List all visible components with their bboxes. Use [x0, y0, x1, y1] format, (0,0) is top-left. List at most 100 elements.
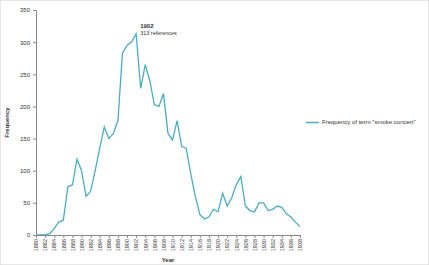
x-tick-mark: [200, 235, 201, 238]
x-tick: 1930: [261, 235, 267, 251]
y-tick-mark: [33, 235, 36, 236]
x-tick-label: 1902: [133, 239, 139, 251]
y-tick-label: 300: [20, 40, 31, 46]
x-tick-label: 1926: [243, 239, 249, 251]
x-tick-label: 1904: [143, 239, 149, 251]
legend-label: Frequency of term "smoke concert": [322, 119, 416, 125]
y-tick: 250: [20, 72, 36, 78]
x-tick: 1922: [224, 235, 230, 251]
y-tick-mark: [33, 203, 36, 204]
x-tick: 1894: [97, 235, 103, 251]
y-tick: 200: [20, 104, 36, 110]
x-tick-label: 1906: [152, 239, 158, 251]
x-tick-label: 1888: [70, 239, 76, 251]
x-tick-label: 1912: [179, 239, 185, 251]
x-tick: 1926: [243, 235, 249, 251]
x-tick-label: 1924: [234, 239, 240, 251]
y-tick-label: 50: [23, 200, 30, 206]
x-tick: 1888: [70, 235, 76, 251]
x-tick: 1882: [42, 235, 48, 251]
x-tick-mark: [209, 235, 210, 238]
x-tick-label: 1890: [79, 239, 85, 251]
x-tick: 1914: [188, 235, 194, 251]
x-tick: 1936: [288, 235, 294, 251]
x-tick-mark: [245, 235, 246, 238]
annotation-title: 1902: [140, 23, 154, 29]
x-tick-label: 1938: [297, 239, 303, 251]
y-axis: 0 50 100 150 200 250 300 350: [20, 7, 37, 238]
y-tick: 150: [20, 136, 36, 142]
x-tick-mark: [191, 235, 192, 238]
y-tick-mark: [33, 171, 36, 172]
x-tick-label: 1928: [252, 239, 258, 251]
x-axis: 1880188218841886188818901892189418961898…: [33, 235, 303, 251]
y-tick-mark: [33, 42, 36, 43]
x-tick-label: 1880: [33, 239, 39, 251]
x-tick: 1880: [33, 235, 39, 251]
x-tick-label: 1908: [161, 239, 167, 251]
x-tick: 1908: [161, 235, 167, 251]
x-tick-label: 1886: [61, 239, 67, 251]
y-tick-label: 0: [27, 232, 31, 238]
x-axis-line: [37, 236, 301, 239]
y-tick-mark: [33, 106, 36, 107]
x-axis-title: Year: [162, 257, 175, 263]
y-tick-label: 200: [20, 104, 31, 110]
x-tick-label: 1936: [288, 239, 294, 251]
x-tick-label: 1896: [106, 239, 112, 251]
x-tick-mark: [154, 235, 155, 238]
y-tick-mark: [33, 139, 36, 140]
y-tick: 50: [23, 200, 36, 206]
x-tick-mark: [282, 235, 283, 238]
x-tick-mark: [72, 235, 73, 238]
x-tick-mark: [82, 235, 83, 238]
y-tick-mark: [33, 74, 36, 75]
x-tick: 1904: [143, 235, 149, 251]
x-tick-label: 1914: [188, 239, 194, 251]
y-axis-title: Frequency: [4, 107, 10, 138]
x-tick: 1896: [106, 235, 112, 251]
x-tick-mark: [109, 235, 110, 238]
x-tick-mark: [127, 235, 128, 238]
y-axis-line: [33, 11, 37, 236]
x-tick: 1938: [297, 235, 303, 251]
x-tick-mark: [36, 235, 37, 238]
x-tick-label: 1884: [51, 239, 57, 251]
x-tick-mark: [145, 235, 146, 238]
x-tick-label: 1932: [270, 239, 276, 251]
x-tick-mark: [254, 235, 255, 238]
x-tick-mark: [236, 235, 237, 238]
x-tick: 1934: [279, 235, 285, 251]
y-tick-label: 150: [20, 136, 31, 142]
x-tick: 1886: [61, 235, 67, 251]
line: [36, 34, 300, 235]
y-tick: 350: [20, 7, 36, 13]
x-tick-mark: [63, 235, 64, 238]
x-tick: 1932: [270, 235, 276, 251]
x-tick: 1910: [170, 235, 176, 251]
x-tick-mark: [91, 235, 92, 238]
x-tick-mark: [45, 235, 46, 238]
x-tick-label: 1922: [224, 239, 230, 251]
y-tick: 100: [20, 168, 36, 174]
x-tick: 1884: [51, 235, 57, 251]
y-tick: 0: [27, 232, 36, 238]
x-tick: 1924: [234, 235, 240, 251]
x-tick: 1902: [133, 235, 139, 251]
x-tick-label: 1882: [42, 239, 48, 251]
annotation-detail: 313 references: [140, 30, 177, 36]
x-tick-label: 1910: [170, 239, 176, 251]
x-tick-mark: [291, 235, 292, 238]
x-tick-mark: [300, 235, 301, 238]
x-tick-mark: [173, 235, 174, 238]
y-tick: 300: [20, 40, 36, 46]
y-tick-label: 250: [20, 72, 31, 78]
x-tick: 1920: [215, 235, 221, 251]
x-tick-mark: [100, 235, 101, 238]
x-tick-mark: [136, 235, 137, 238]
x-tick-label: 1894: [97, 239, 103, 251]
legend-swatch: [306, 122, 319, 124]
x-tick-mark: [54, 235, 55, 238]
x-tick-label: 1916: [197, 239, 203, 251]
plot-area: [36, 34, 300, 235]
